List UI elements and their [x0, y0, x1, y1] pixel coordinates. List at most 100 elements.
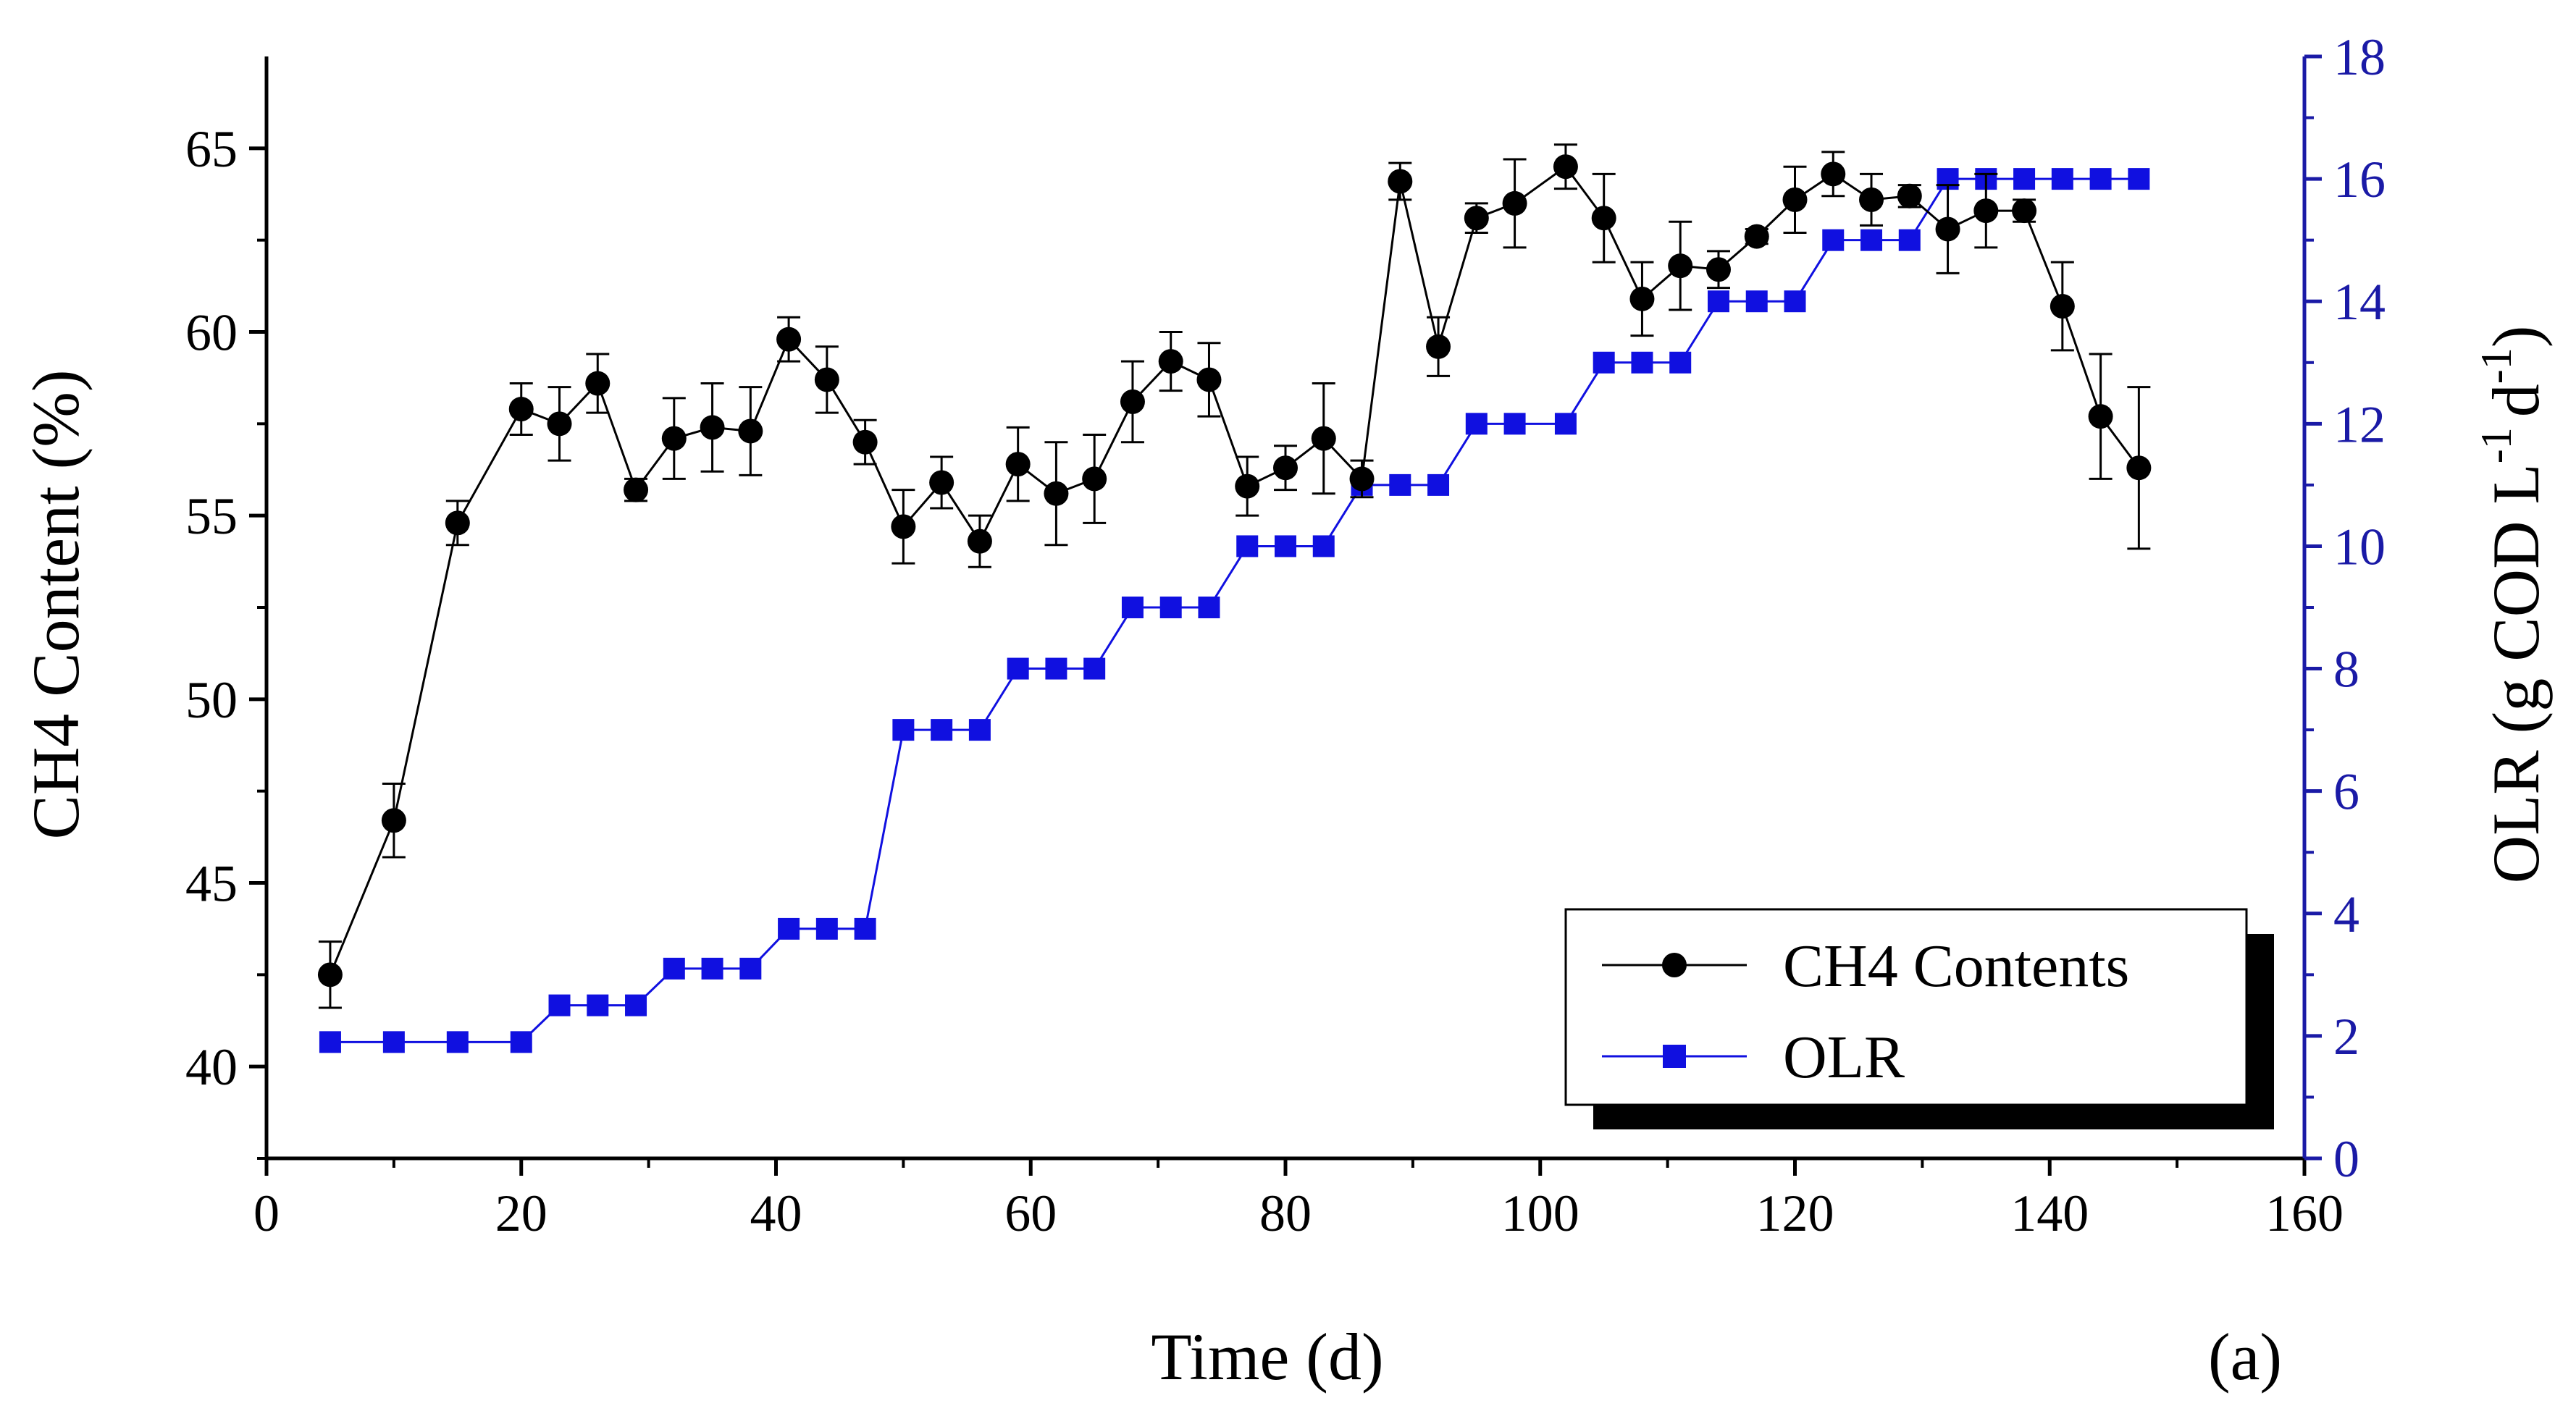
- left-y-tick-label: 45: [185, 855, 238, 913]
- olr-point: [1631, 351, 1653, 374]
- ch4-point: [2012, 198, 2037, 224]
- left-y-tick-label: 50: [185, 671, 238, 729]
- olr-point: [2013, 168, 2036, 190]
- ch4-point: [624, 477, 649, 502]
- left-y-tick-label: 60: [185, 304, 238, 362]
- ch4-point: [1349, 466, 1375, 492]
- ch4-point: [1158, 349, 1183, 374]
- olr-point: [1427, 473, 1450, 496]
- ch4-point: [1859, 187, 1884, 212]
- left-y-tick-label: 55: [185, 487, 238, 545]
- legend-olr-label: OLR: [1783, 1024, 1905, 1091]
- right-y-tick-label: 4: [2333, 885, 2359, 943]
- ch4-point: [1311, 426, 1336, 451]
- legend-box: [1564, 908, 2248, 1106]
- ch4-point: [445, 510, 470, 536]
- ch4-point: [1120, 389, 1145, 414]
- olr-point: [1554, 413, 1577, 435]
- right-y-axis-title-sup1: -1: [2472, 427, 2520, 463]
- left-y-axis-title: CH4 Content (%): [19, 369, 93, 839]
- right-y-tick-label: 10: [2333, 518, 2386, 576]
- ch4-point: [508, 397, 534, 422]
- ch4-point: [585, 371, 611, 396]
- olr-point: [1045, 657, 1067, 680]
- x-ticks: 0 20 40 60 80 100 120 140 160: [253, 1158, 2344, 1242]
- ch4-line: [329, 165, 2140, 975]
- olr-point: [1593, 351, 1615, 374]
- olr-point: [2051, 168, 2073, 190]
- ch4-point: [661, 426, 687, 451]
- olr-point: [1159, 597, 1182, 618]
- right-y-axis-title-main: OLR (g COD L: [2479, 463, 2553, 883]
- olr-series: [319, 168, 2150, 1053]
- ch4-point: [929, 470, 955, 495]
- olr-point: [1784, 290, 1806, 313]
- olr-point: [1121, 597, 1144, 618]
- x-tick-label: 40: [750, 1184, 802, 1242]
- ch4-point: [1591, 206, 1616, 231]
- olr-point: [1389, 473, 1411, 496]
- ch4-point: [1897, 183, 1922, 209]
- ch4-point: [1273, 455, 1298, 481]
- x-tick-label: 20: [495, 1184, 547, 1242]
- x-tick-label: 0: [253, 1184, 280, 1242]
- olr-point: [510, 1031, 532, 1053]
- ch4-point: [776, 327, 802, 352]
- olr-point: [587, 994, 609, 1016]
- ch4-point: [1553, 154, 1578, 180]
- olr-point: [1669, 351, 1692, 374]
- ch4-point: [1502, 190, 1527, 216]
- olr-point: [854, 917, 876, 940]
- ch4-point: [1388, 169, 1413, 194]
- right-y-tick-label: 18: [2333, 28, 2386, 86]
- right-y-tick-label: 16: [2333, 151, 2386, 209]
- olr-point: [2128, 168, 2150, 190]
- olr-line: [330, 177, 2139, 1043]
- x-tick-label: 120: [1756, 1184, 1834, 1242]
- olr-point: [1275, 535, 1296, 557]
- legend-ch4-label: CH4 Contents: [1783, 932, 2129, 1000]
- ch4-point: [317, 962, 343, 988]
- olr-point: [778, 917, 800, 940]
- ch4-point: [1005, 452, 1031, 477]
- ch4-series: [317, 143, 2152, 1009]
- right-y-axis-title-unit: d: [2479, 384, 2553, 417]
- olr-point: [382, 1031, 405, 1053]
- olr-point: [1745, 290, 1768, 313]
- x-tick-label: 100: [1501, 1184, 1579, 1242]
- ch4-point: [1082, 466, 1107, 492]
- olr-point: [1465, 413, 1488, 435]
- olr-point: [1860, 229, 1883, 251]
- olr-point: [1007, 657, 1029, 680]
- ch4-point: [1782, 187, 1808, 212]
- olr-point: [1707, 290, 1729, 313]
- left-y-tick-label: 40: [185, 1038, 238, 1096]
- panel-label: (a): [2208, 1320, 2282, 1394]
- olr-point: [1898, 229, 1921, 251]
- olr-point: [892, 719, 915, 741]
- olr-point: [1503, 413, 1526, 435]
- ch4-point: [1821, 161, 1846, 187]
- ch4-point: [1464, 206, 1489, 231]
- ch4-point: [2088, 404, 2113, 429]
- ch4-point: [1973, 198, 1999, 224]
- olr-point: [1083, 657, 1106, 680]
- ch4-point: [1044, 481, 1069, 506]
- legend: CH4 Contents OLR: [1564, 908, 2274, 1129]
- ch4-point: [852, 429, 878, 455]
- ch4-point: [738, 418, 763, 444]
- ch4-point: [547, 411, 572, 437]
- x-axis-title: Time (d): [1151, 1320, 1383, 1394]
- olr-point: [319, 1031, 341, 1053]
- ch4-point: [381, 808, 406, 833]
- right-y-tick-label: 0: [2333, 1130, 2359, 1188]
- ch4-point: [1196, 367, 1222, 392]
- olr-point: [1822, 229, 1845, 251]
- right-y-axis-title-sup2: -1: [2472, 348, 2520, 384]
- left-y-ticks: 40 45 50 55 60 65: [185, 120, 267, 1160]
- legend-olr-marker: [1663, 1045, 1686, 1068]
- olr-point: [2089, 168, 2112, 190]
- ch4-point: [967, 529, 992, 554]
